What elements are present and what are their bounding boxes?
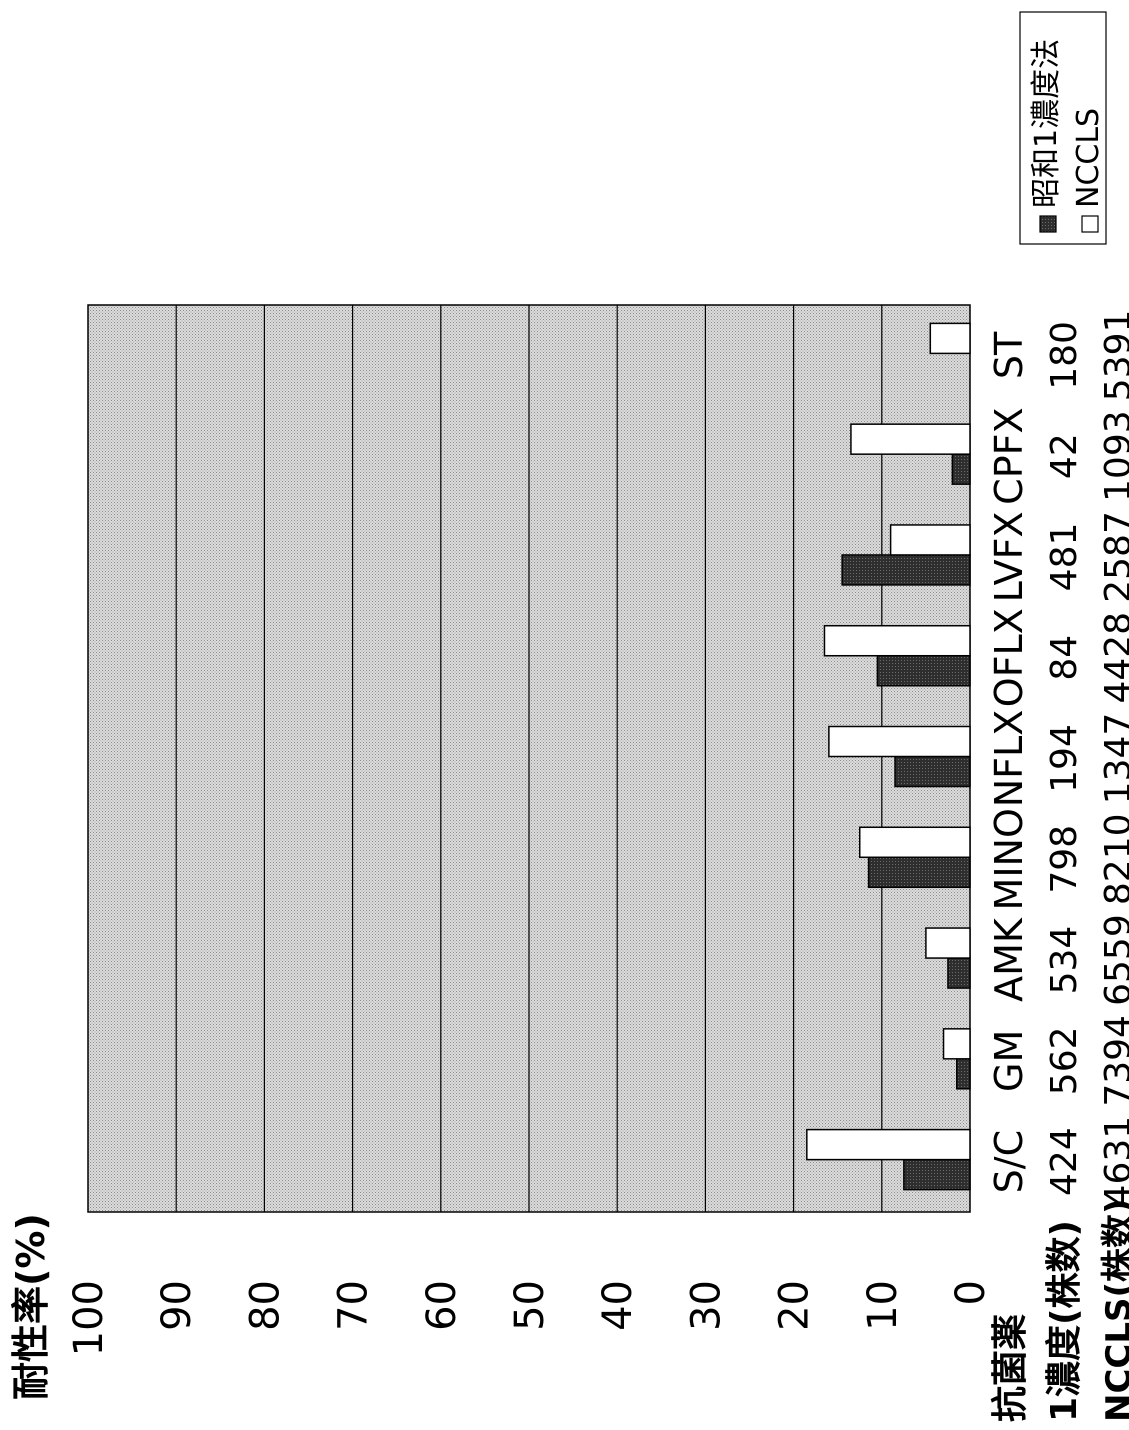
y-tick-label: 90 — [154, 1280, 200, 1331]
count-nccls-label: 4631 — [1098, 1116, 1129, 1208]
y-tick-label: 20 — [772, 1280, 818, 1331]
count-1-label: 534 — [1044, 926, 1085, 995]
y-tick-label: 100 — [66, 1280, 112, 1356]
bar-series-2 — [850, 423, 971, 455]
count-nccls-label: 1347 — [1098, 713, 1129, 805]
count-1-label: 481 — [1044, 523, 1085, 592]
y-tick-label: 30 — [683, 1280, 729, 1331]
count-nccls-label: 1093 — [1098, 410, 1129, 502]
category-label: CPFX — [987, 407, 1031, 504]
bar-series-1 — [947, 957, 971, 989]
y-tick-label: 10 — [860, 1280, 906, 1331]
bar-series-2 — [859, 826, 971, 859]
count-nccls-label: 2587 — [1098, 511, 1129, 603]
legend-box — [1019, 11, 1107, 245]
bar-series-2 — [925, 927, 971, 959]
bar-series-1 — [867, 856, 971, 889]
bar-series-2 — [929, 322, 971, 355]
bar-series-1 — [841, 554, 971, 586]
count-nccls-label: 5391 — [1098, 310, 1129, 402]
y-tick-label: 70 — [331, 1280, 377, 1331]
count-1-label: 194 — [1044, 724, 1085, 793]
bar-series-2 — [942, 1028, 971, 1060]
count-nccls-label: 7394 — [1098, 1015, 1129, 1107]
count-nccls-label: 6559 — [1098, 914, 1129, 1006]
count-1-label: 84 — [1044, 635, 1085, 681]
y-tick-label: 80 — [242, 1280, 288, 1331]
row-label-count1: 1濃度(株数) — [1044, 1220, 1085, 1422]
count-1-label: 562 — [1044, 1026, 1085, 1095]
count-nccls-label: 4428 — [1098, 612, 1129, 704]
bar-series-2 — [889, 524, 971, 556]
count-1-label: 798 — [1044, 825, 1085, 894]
bar-series-2 — [823, 624, 971, 657]
y-tick-label: 0 — [948, 1280, 994, 1305]
row-label-drug: 抗菌薬 — [989, 1314, 1031, 1422]
legend-label-2: NCCLS — [1071, 108, 1106, 208]
category-label: OFLX — [987, 608, 1031, 707]
category-label: LVFX — [987, 511, 1031, 602]
count-nccls-label: 8210 — [1098, 813, 1129, 905]
y-tick-label: 50 — [507, 1280, 553, 1331]
category-label: NFLX — [987, 710, 1031, 808]
count-1-label: 180 — [1044, 321, 1085, 390]
y-tick-label: 40 — [595, 1280, 641, 1331]
category-label: S/C — [987, 1130, 1031, 1193]
row-label-count2: NCCLS(株数) — [1099, 1198, 1129, 1422]
legend-swatch-2 — [1081, 215, 1099, 233]
category-label: AMK — [987, 917, 1031, 1002]
bar-series-1 — [903, 1158, 971, 1191]
legend-label-1: 昭和1濃度法 — [1029, 39, 1064, 208]
bar-series-1 — [951, 453, 971, 485]
category-label: ST — [987, 331, 1031, 379]
legend-swatch-1 — [1039, 215, 1057, 233]
bar-series-1 — [956, 1058, 971, 1090]
bar-series-1 — [876, 654, 971, 687]
count-1-label: 424 — [1044, 1127, 1085, 1196]
bar-series-1 — [894, 755, 971, 788]
bar-series-2 — [806, 1128, 971, 1161]
bar-series-2 — [828, 725, 971, 758]
category-label: GM — [987, 1030, 1031, 1092]
y-tick-label: 60 — [419, 1280, 465, 1331]
category-label: MINO — [987, 808, 1031, 910]
count-1-label: 42 — [1044, 433, 1085, 479]
y-axis-title: 耐性率(%) — [9, 1213, 53, 1400]
